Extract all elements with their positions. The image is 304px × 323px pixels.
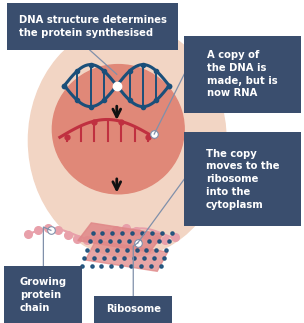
Polygon shape [78, 223, 163, 252]
FancyBboxPatch shape [184, 36, 301, 113]
FancyBboxPatch shape [5, 266, 82, 323]
Polygon shape [85, 241, 168, 271]
Ellipse shape [52, 65, 184, 194]
Text: A copy of
the DNA is
made, but is
now RNA: A copy of the DNA is made, but is now RN… [207, 50, 278, 99]
FancyBboxPatch shape [184, 132, 301, 226]
FancyBboxPatch shape [94, 296, 172, 323]
FancyBboxPatch shape [7, 3, 178, 50]
Text: DNA structure determines
the protein synthesised: DNA structure determines the protein syn… [19, 15, 167, 38]
Ellipse shape [28, 24, 226, 257]
Text: The copy
moves to the
ribosome
into the
cytoplasm: The copy moves to the ribosome into the … [206, 149, 279, 210]
Text: Ribosome: Ribosome [106, 304, 161, 314]
Text: Growing
protein
chain: Growing protein chain [20, 277, 67, 313]
